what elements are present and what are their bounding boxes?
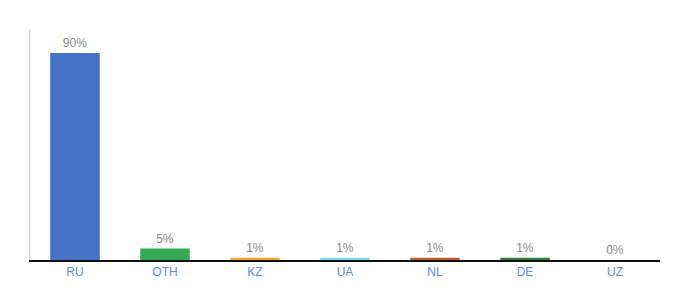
svg-text:1%: 1% (426, 241, 444, 255)
svg-text:RU: RU (66, 265, 83, 279)
svg-text:1%: 1% (516, 241, 534, 255)
svg-text:NL: NL (427, 265, 443, 279)
svg-text:DE: DE (517, 265, 534, 279)
svg-text:UZ: UZ (607, 265, 623, 279)
svg-text:OTH: OTH (152, 265, 177, 279)
svg-text:1%: 1% (336, 241, 354, 255)
svg-text:KZ: KZ (247, 265, 262, 279)
svg-text:0%: 0% (606, 243, 624, 257)
svg-text:1%: 1% (246, 241, 264, 255)
svg-text:5%: 5% (156, 232, 174, 246)
svg-text:90%: 90% (63, 36, 87, 50)
svg-text:UA: UA (337, 265, 354, 279)
